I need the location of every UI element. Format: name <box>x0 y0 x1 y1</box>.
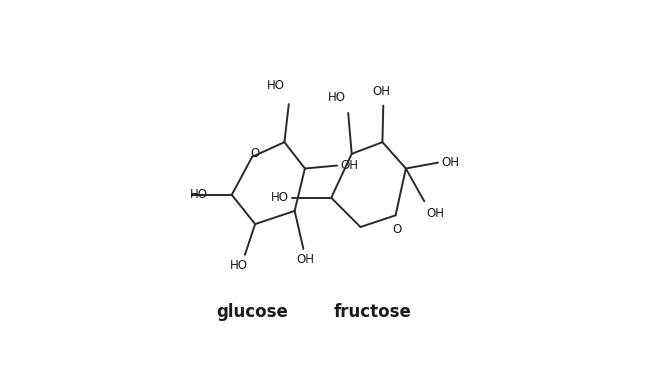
Text: OH: OH <box>340 159 358 172</box>
Text: OH: OH <box>426 207 444 220</box>
Text: HO: HO <box>190 188 208 201</box>
Text: glucose: glucose <box>216 302 288 321</box>
Text: O: O <box>393 223 402 236</box>
Text: fructose: fructose <box>333 302 411 321</box>
Text: OH: OH <box>372 85 390 98</box>
Text: HO: HO <box>328 91 346 104</box>
Text: OH: OH <box>296 253 314 266</box>
Text: O: O <box>250 147 259 160</box>
Text: HO: HO <box>230 259 248 272</box>
Text: HO: HO <box>271 191 289 204</box>
Text: HO: HO <box>267 79 285 92</box>
Text: OH: OH <box>441 156 459 169</box>
